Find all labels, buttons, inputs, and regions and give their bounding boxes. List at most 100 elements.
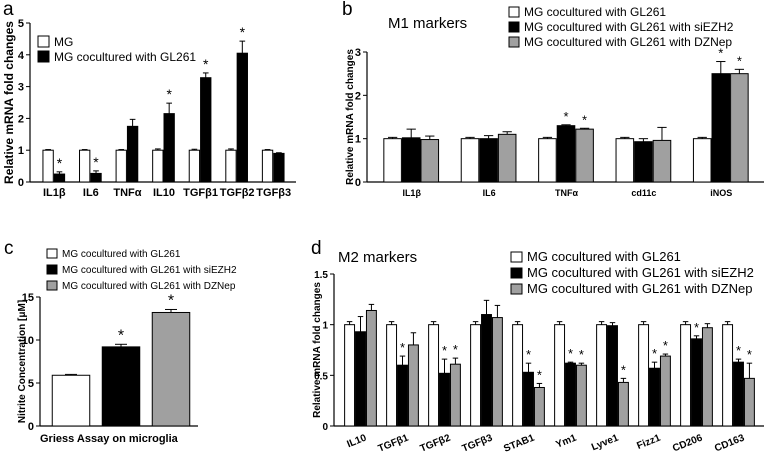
bar [365,309,377,427]
panel-label-a: a [3,0,14,20]
bar [743,377,755,427]
bar [101,346,141,427]
bar [460,138,480,183]
bar [225,149,237,183]
category-label: Fizz1 [635,432,662,452]
y-tick-label: 0 [28,421,34,433]
bar [554,324,566,427]
bar [556,125,576,183]
y-tick-label: 0.5 [314,371,328,382]
category-label: TGFβ2 [419,432,453,454]
bar [565,362,576,427]
bar [397,364,408,427]
bar [533,386,545,427]
bar [449,363,461,427]
category-label: Ym1 [554,432,578,450]
significance-star: * [718,46,723,61]
bar [355,331,366,427]
bar [188,149,201,183]
bar [659,355,671,427]
significance-star: * [118,327,124,344]
category-label: CD163 [713,432,746,454]
bar [439,372,450,427]
bar [634,141,653,183]
bar [701,327,713,427]
bar [497,133,517,183]
bar [481,314,492,427]
bar [479,138,498,183]
significance-star: * [203,56,209,72]
significance-star: * [563,109,568,124]
chart-title: M2 markers [338,249,417,266]
panel-label-b: b [342,0,353,20]
y-tick-label: 0 [18,177,24,189]
bar [652,139,672,183]
legend-label: MG cocultured with GL261 [527,249,681,264]
bar [575,128,594,183]
bar [617,381,629,427]
legend-swatch [510,283,523,295]
category-label: TNFα [555,188,578,198]
bar [691,338,702,427]
legend-swatch [508,6,520,18]
y-tick-label: 5 [28,378,34,390]
legend-label: MG [54,35,73,49]
significance-star: * [694,320,699,335]
significance-star: * [240,24,246,40]
y-tick-label: 2 [18,113,24,125]
legend-swatch [46,280,58,291]
significance-star: * [736,343,741,358]
legend-label: MG cocultured with GL261 with DZNep [62,281,236,292]
y-tick-label: 1.5 [314,270,328,281]
category-label: CD206 [671,432,704,454]
bar [680,324,692,427]
bar [51,374,91,427]
bar [53,173,66,183]
y-tick-label: 10 [22,335,34,347]
category-label: IL6 [83,187,99,199]
bar [152,149,164,183]
significance-star: * [57,155,63,171]
bar [711,73,731,183]
bar [407,344,419,427]
bar [79,149,91,183]
bar [722,324,734,427]
x-axis-label: Griess Assay on microglia [40,433,179,445]
y-tick-label: 3 [355,47,361,59]
y-tick-label: 1 [355,134,361,146]
significance-star: * [652,346,657,361]
legend-label: MG cocultured with GL261 with siEZH2 [524,20,734,34]
legend-label: MG cocultured with GL261 with siEZH2 [527,265,754,280]
category-label: cd11c [631,188,656,198]
category-label: IL10 [153,187,175,199]
legend-swatch [46,248,58,259]
significance-star: * [526,347,531,362]
legend-label: MG cocultured with GL261 with DZNep [527,281,752,296]
category-label: IL1β [43,187,66,199]
legend-label: MG cocultured with GL261 [54,50,196,64]
category-label: TGFβ1 [183,187,218,199]
category-label: STAB1 [502,432,536,454]
bar [273,152,285,183]
bar [90,172,102,183]
significance-star: * [579,347,584,362]
significance-star: * [537,367,542,382]
legend-swatch [510,251,523,263]
bar [575,364,587,427]
legend-label: MG cocultured with GL261 [524,5,666,19]
y-axis-label: Nitrite Concentration [μM] [17,300,28,423]
significance-star: * [166,86,172,102]
legend-swatch [510,267,523,279]
category-label: TGFβ1 [377,432,411,454]
y-tick-label: 4 [18,50,25,62]
bar [420,139,440,183]
bar [615,138,635,183]
bar [163,113,175,183]
significance-star: * [737,53,742,68]
category-label: TNFα [113,187,141,199]
significance-star: * [453,342,458,357]
